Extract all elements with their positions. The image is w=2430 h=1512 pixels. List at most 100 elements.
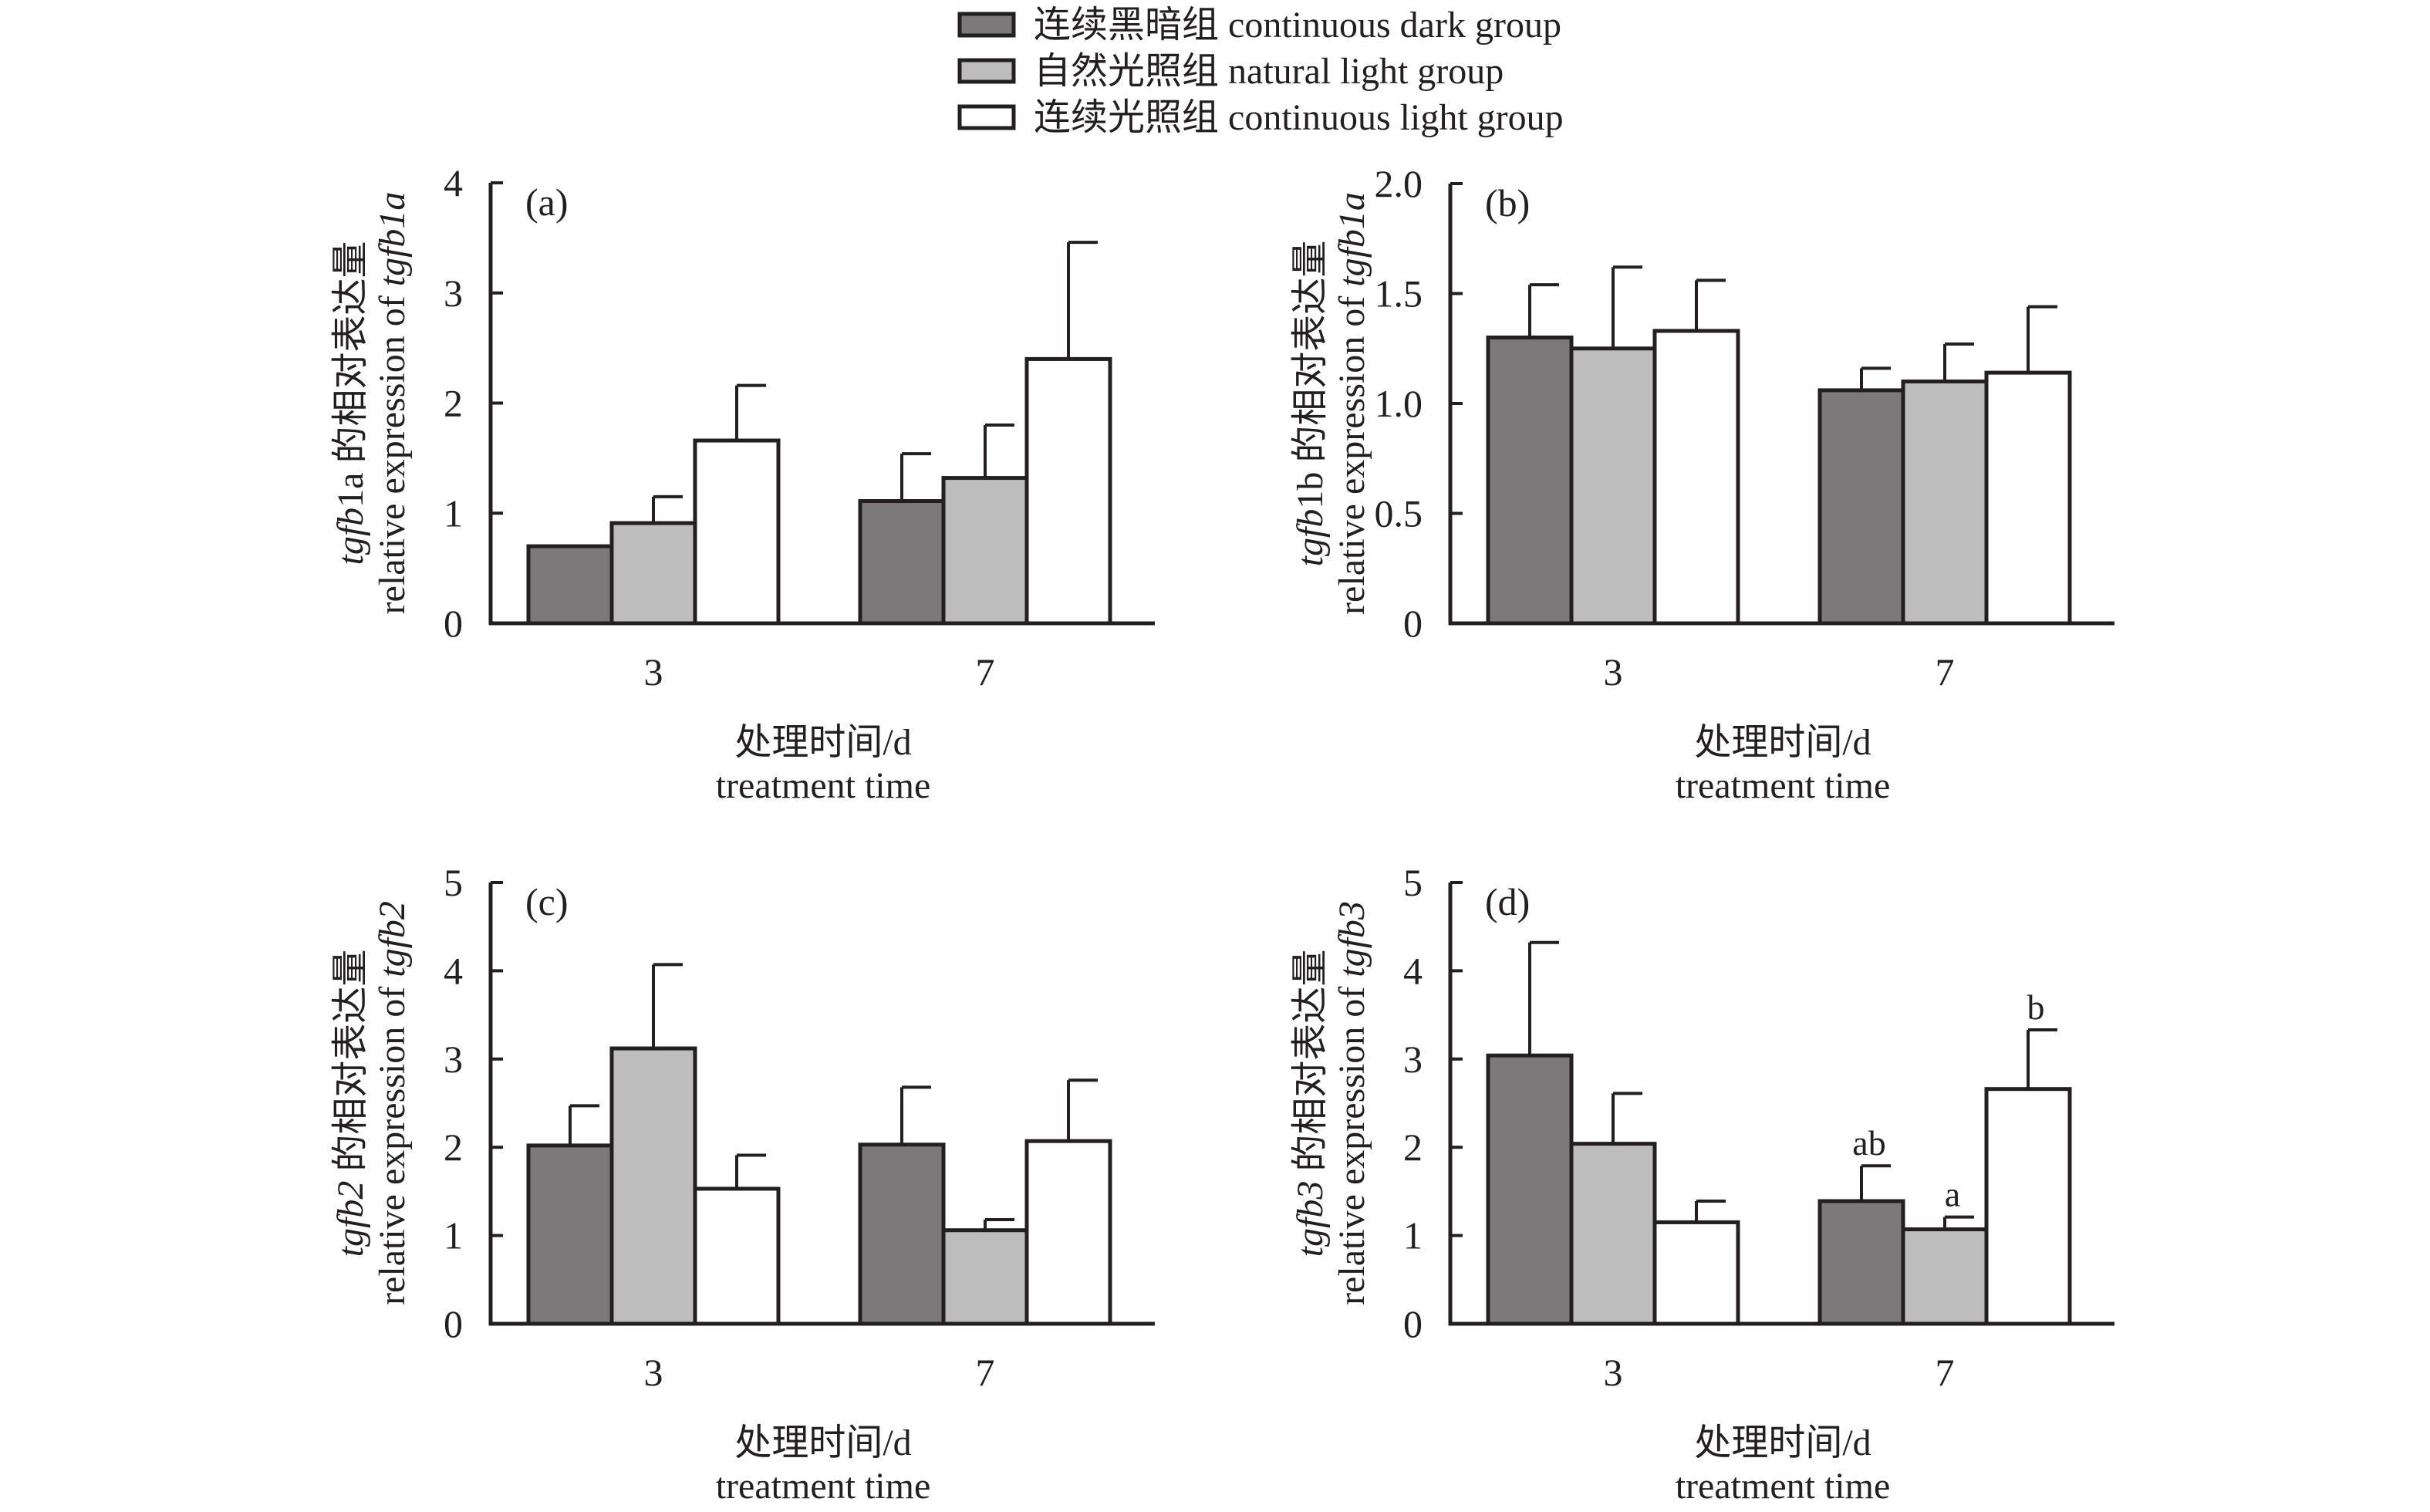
bar-natural-day7 (1901, 380, 1989, 626)
x-tick-label: 3 (1604, 1351, 1623, 1394)
y-axis-gene-italic: tgfb3 (1331, 901, 1372, 977)
y-axis-title-cn-suffix: 的相对表达量 (1290, 950, 1331, 1181)
y-tick-label: 0.5 (1375, 492, 1423, 535)
y-axis-gene-italic: tgfb (330, 508, 371, 565)
x-tick-label: 7 (1936, 1351, 1955, 1394)
y-axis-title: tgfb1b 的相对表达量 relative expression of tgfb… (1290, 192, 1372, 615)
y-axis-gene-italic: tgfb1a (1331, 192, 1372, 287)
bar-natural-day3 (609, 521, 697, 626)
x-tick-label: 3 (644, 650, 663, 694)
x-axis-title-cn: 处理时间/d (1694, 722, 1871, 763)
y-axis-title-en-prefix: relative expression of (372, 286, 413, 614)
y-axis-title-en-prefix: relative expression of (1331, 287, 1372, 615)
significance-label: a (1945, 1175, 1960, 1214)
legend-label-light: 连续光照组 continuous light group (1034, 97, 1564, 138)
bar-dark-day3 (1486, 1053, 1574, 1326)
bar-dark-day7 (858, 1142, 946, 1326)
y-axis-gene-italic: tgfb3 (1290, 1181, 1331, 1257)
y-axis-title-en-prefix: relative expression of (1331, 977, 1372, 1305)
y-tick-label: 1.0 (1375, 382, 1423, 425)
bar-natural-day3 (1569, 1142, 1657, 1326)
bar-natural-day7 (941, 1228, 1029, 1326)
y-axis-title: tgfb3 的相对表达量 relative expression of tgfb3 (1290, 901, 1372, 1305)
x-axis-title-en: treatment time (716, 1466, 931, 1507)
bar-light-day3 (693, 1186, 781, 1326)
y-axis-title-cn: tgfb3 的相对表达量 (1290, 950, 1331, 1257)
legend-swatch-dark (957, 12, 1016, 38)
y-axis-title-cn-suffix: 1b 的相对表达量 (1290, 241, 1331, 509)
y-axis-title: tgfb2 的相对表达量 relative expression of tgfb2 (330, 901, 413, 1305)
y-axis-gene-italic: tgfb (1290, 509, 1331, 567)
y-tick-label: 2 (444, 382, 463, 425)
y-tick-label: 0 (444, 1302, 463, 1345)
bar-light-day7 (1984, 1087, 2072, 1326)
y-tick-label: 0 (444, 602, 463, 645)
y-tick-label: 3 (444, 272, 463, 315)
y-tick-label: 2 (1403, 1126, 1423, 1169)
x-axis-title-en: treatment time (1676, 765, 1891, 806)
bar-natural-day7 (941, 476, 1029, 626)
bar-natural-day7 (1901, 1227, 1989, 1326)
x-tick-label: 7 (976, 650, 995, 694)
y-axis-title-cn-suffix: 1a 的相对表达量 (330, 241, 371, 508)
y-axis-title-en: relative expression of tgfb3 (1331, 901, 1372, 1305)
legend-item-natural: 自然光照组 natural light group (957, 51, 1504, 92)
bar-light-day7 (1024, 356, 1112, 626)
y-axis-title-en: relative expression of tgfb2 (372, 901, 413, 1305)
y-axis-title-en: relative expression of tgfb1a (1331, 192, 1372, 615)
y-axis-title-en: relative expression of tgfb1a (372, 192, 413, 615)
y-tick-label: 5 (444, 861, 463, 904)
bar-dark-day7 (1817, 388, 1905, 626)
y-tick-label: 4 (444, 161, 463, 204)
y-axis-title-cn: tgfb1a 的相对表达量 (330, 241, 371, 565)
x-axis-title-en: treatment time (1676, 1466, 1891, 1507)
y-tick-label: 1.5 (1375, 272, 1423, 316)
y-axis-title-cn-suffix: 的相对表达量 (330, 950, 371, 1181)
y-tick-label: 3 (1403, 1038, 1423, 1081)
y-tick-label: 4 (444, 949, 463, 992)
legend-label-natural: 自然光照组 natural light group (1034, 51, 1504, 92)
y-axis-gene-italic: tgfb1a (372, 192, 413, 287)
bar-dark-day3 (526, 1143, 614, 1326)
bar-light-day7 (1984, 370, 2072, 626)
x-tick-label: 3 (1604, 650, 1623, 694)
bar-light-day3 (1652, 1220, 1740, 1326)
y-axis-title-cn: tgfb1b 的相对表达量 (1290, 241, 1331, 567)
panel-label: (a) (525, 181, 569, 224)
bar-dark-day7 (1817, 1199, 1905, 1326)
significance-label: ab (1852, 1123, 1885, 1163)
bar-dark-day7 (858, 499, 946, 626)
y-tick-label: 2 (444, 1126, 463, 1169)
bar-dark-day3 (1486, 336, 1574, 626)
bar-dark-day3 (526, 544, 614, 626)
bar-light-day3 (1652, 329, 1740, 626)
y-tick-label: 0 (1403, 1302, 1423, 1345)
y-tick-label: 2.0 (1375, 162, 1423, 205)
panel-label: (b) (1485, 181, 1530, 224)
y-tick-label: 3 (444, 1038, 463, 1081)
significance-label: b (2027, 987, 2045, 1027)
x-tick-label: 7 (976, 1351, 995, 1394)
y-axis-gene-italic: tgfb2 (330, 1181, 371, 1257)
panel-label: (d) (1485, 880, 1530, 923)
y-tick-label: 4 (1403, 949, 1423, 992)
x-axis-title-cn: 处理时间/d (734, 722, 911, 763)
legend-item-dark: 连续黑暗组 continuous dark group (957, 5, 1561, 46)
x-axis-title-cn: 处理时间/d (734, 1423, 911, 1463)
legend-swatch-natural (957, 58, 1016, 84)
y-tick-label: 5 (1403, 861, 1423, 904)
legend-label-dark: 连续黑暗组 continuous dark group (1034, 5, 1561, 46)
y-tick-label: 1 (1403, 1214, 1423, 1257)
panel-label: (c) (525, 880, 569, 923)
y-tick-label: 0 (1403, 602, 1423, 645)
bar-light-day3 (693, 438, 781, 626)
y-tick-label: 1 (444, 1214, 463, 1257)
bar-natural-day3 (1569, 346, 1657, 626)
bar-natural-day3 (609, 1046, 697, 1326)
